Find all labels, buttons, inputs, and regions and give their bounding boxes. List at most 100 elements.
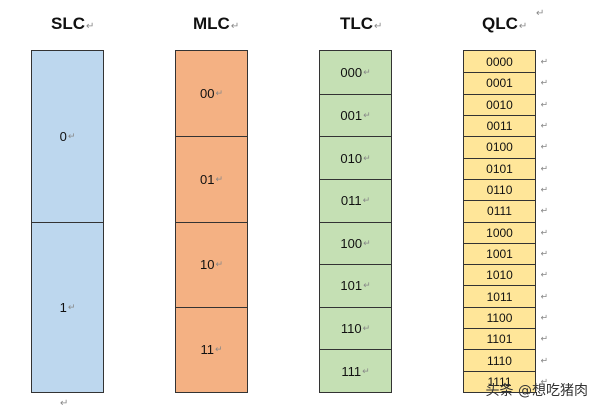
paragraph-mark: ↵ xyxy=(540,248,548,259)
paragraph-mark: ↵ xyxy=(540,227,548,238)
mlc-title: MLC↵ xyxy=(193,14,239,34)
qlc-cell: 1000 ↵ xyxy=(464,221,548,243)
cell-value: 0 xyxy=(59,128,67,144)
qlc-cell: 0101 ↵ xyxy=(464,157,548,179)
cell-value: 0100 xyxy=(486,140,513,155)
cell-value: 0010 xyxy=(486,97,513,112)
cell-value: 011 xyxy=(340,193,362,209)
cell-value: 1100 xyxy=(486,310,513,325)
tlc-cell: 110 ↵ xyxy=(320,306,391,350)
paragraph-mark: ↵ xyxy=(362,365,370,376)
cell-value: 101 xyxy=(340,278,363,294)
paragraph-mark: ↵ xyxy=(540,56,548,67)
paragraph-mark: ↵ xyxy=(363,66,371,77)
paragraph-mark: ↵ xyxy=(540,312,548,323)
cell-value: 1010 xyxy=(486,268,513,283)
qlc-cell: 0111 ↵ xyxy=(464,200,548,221)
paragraph-mark: ↵ xyxy=(540,291,548,302)
cell-value: 00 xyxy=(199,86,215,102)
cell-value: 1011 xyxy=(486,289,513,304)
mlc-title-text: MLC xyxy=(193,14,230,33)
tlc-cell: 010 ↵ xyxy=(320,136,391,179)
tlc-cell: 000 ↵ xyxy=(320,51,391,94)
paragraph-mark: ↵ xyxy=(215,259,223,270)
paragraph-mark: ↵ xyxy=(67,130,76,141)
paragraph-mark: ↵ xyxy=(214,344,223,355)
paragraph-mark: ↵ xyxy=(215,173,223,184)
slc-title-text: SLC xyxy=(51,14,85,33)
qlc-cell: 1001 ↵ xyxy=(464,242,548,264)
cell-value: 0001 xyxy=(486,76,513,91)
paragraph-mark: ↵ xyxy=(540,376,548,387)
cell-value: 0101 xyxy=(486,161,513,176)
mlc-cell: 10 ↵ xyxy=(176,221,247,307)
paragraph-mark: ↵ xyxy=(540,269,548,280)
tlc-title: TLC↵ xyxy=(340,14,382,34)
paragraph-mark: ↵ xyxy=(363,280,371,291)
paragraph-mark: ↵ xyxy=(215,88,223,99)
cell-value: 0111 xyxy=(487,204,512,219)
cell-value: 111 xyxy=(341,363,362,379)
slc-title: SLC↵ xyxy=(51,14,94,34)
cell-value: 01 xyxy=(199,171,215,187)
cell-value: 11 xyxy=(200,342,214,358)
tlc-cell: 101 ↵ xyxy=(320,264,391,307)
mlc-cell: 01 ↵ xyxy=(176,136,247,221)
qlc-cell: 1101 ↵ xyxy=(464,328,548,349)
cell-value: 0011 xyxy=(486,119,513,134)
cell-value: 1 xyxy=(59,299,67,315)
paragraph-mark: ↵ xyxy=(363,237,371,248)
paragraph-mark: ↵ xyxy=(374,21,383,32)
slc-cell: 0 ↵ xyxy=(32,51,103,222)
paragraph-mark: ↵ xyxy=(230,21,240,32)
tlc-title-text: TLC xyxy=(340,14,374,33)
paragraph-mark: ↵ xyxy=(540,184,548,195)
paragraph-mark: ↵ xyxy=(540,333,548,344)
paragraph-mark: ↵ xyxy=(67,301,76,312)
paragraph-mark: ↵ xyxy=(363,109,371,120)
cell-value: 1110 xyxy=(487,353,512,368)
paragraph-mark: ↵ xyxy=(540,205,548,216)
mlc-cell: 11 ↵ xyxy=(176,306,247,392)
paragraph-mark: ↵ xyxy=(362,323,371,334)
qlc-cell: 1010 ↵ xyxy=(464,264,548,285)
qlc-cell: 0000 ↵ xyxy=(464,51,548,72)
paragraph-mark: ↵ xyxy=(540,120,548,131)
qlc-cell: 1111 ↵ xyxy=(464,370,548,392)
paragraph-mark: ↵ xyxy=(536,8,545,19)
paragraph-mark: ↵ xyxy=(540,163,548,174)
cell-value: 110 xyxy=(340,321,362,337)
paragraph-mark: ↵ xyxy=(60,398,69,409)
qlc-title-text: QLC xyxy=(482,14,518,33)
qlc-cell: 1110 ↵ xyxy=(464,349,548,370)
cell-value: 001 xyxy=(340,107,363,123)
cell-value: 000 xyxy=(340,64,363,80)
qlc-cell: 0010 ↵ xyxy=(464,93,548,115)
paragraph-mark: ↵ xyxy=(540,77,548,88)
qlc-column: 0000 ↵ 0001 ↵ 0010 ↵ 0011 ↵ 0100 ↵ 0101 ↵ 0110 ↵ 0111 ↵… xyxy=(463,50,548,393)
qlc-cell: 1011 ↵ xyxy=(464,285,548,306)
paragraph-mark: ↵ xyxy=(362,195,371,206)
paragraph-mark: ↵ xyxy=(518,21,528,32)
qlc-title: QLC↵ xyxy=(482,14,527,34)
mlc-column: 00 ↵ 01 ↵ 10 ↵ 11 ↵ xyxy=(175,50,248,393)
paragraph-mark: ↵ xyxy=(540,355,548,366)
watermark: 头条 @想吃猪肉 xyxy=(485,383,588,399)
slc-column: 0 ↵ 1 ↵ xyxy=(31,50,104,393)
cell-value: 0110 xyxy=(486,183,513,198)
tlc-cell: 111 ↵ xyxy=(320,349,391,392)
cell-value: 1111 xyxy=(487,374,512,389)
tlc-cell: 011 ↵ xyxy=(320,178,391,222)
slc-cell: 1 ↵ xyxy=(32,221,103,393)
tlc-cell: 100 ↵ xyxy=(320,221,391,265)
qlc-cell: 1100 ↵ xyxy=(464,306,548,328)
tlc-column: 000 ↵ 001 ↵ 010 ↵ 011 ↵ 100 ↵ 101 ↵ 110 ↵ 111 ↵ xyxy=(319,50,392,393)
paragraph-mark: ↵ xyxy=(540,99,548,110)
cell-value: 100 xyxy=(340,235,363,251)
paragraph-mark: ↵ xyxy=(540,141,548,152)
cell-value: 1000 xyxy=(486,225,513,240)
paragraph-mark: ↵ xyxy=(86,21,95,32)
cell-value: 0000 xyxy=(486,54,513,69)
mlc-cell: 00 ↵ xyxy=(176,51,247,136)
qlc-cell: 0011 ↵ xyxy=(464,114,548,136)
